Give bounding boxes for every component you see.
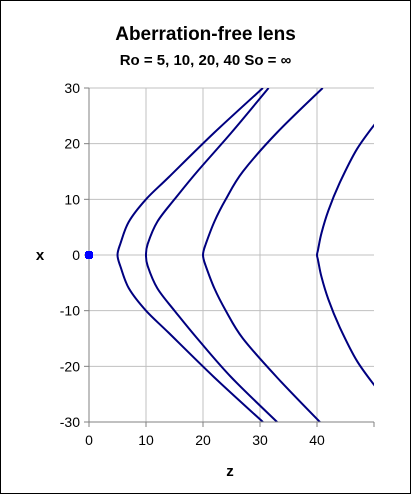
series-group	[116, 88, 374, 422]
y-tick-label: -30	[60, 414, 80, 430]
y-tick-label: 10	[64, 191, 80, 207]
x-tick-label: 20	[195, 432, 211, 448]
y-tick-label: -20	[60, 358, 80, 374]
x-tick-label: 30	[252, 432, 268, 448]
series-line-4	[315, 123, 374, 387]
x-axis-label: z	[226, 463, 234, 480]
y-tick-label: 0	[72, 247, 80, 263]
y-tick-label: -10	[60, 303, 80, 319]
chart-subtitle: Ro = 5, 10, 20, 40 So = ∞	[119, 52, 292, 69]
series-line-2	[144, 88, 278, 422]
x-tick-label: 40	[309, 432, 325, 448]
x-tick-label: 10	[138, 432, 154, 448]
y-axis-label: x	[36, 247, 45, 264]
grid	[89, 87, 374, 422]
source-point-marker-core	[86, 251, 92, 259]
axes: 30 20 10 0 -10 -20 -30 0 10 20 30 40	[60, 80, 375, 448]
x-tick-label: 0	[85, 432, 93, 448]
series-line-3	[201, 88, 324, 422]
y-tick-label: 30	[64, 80, 80, 96]
series-line-1	[116, 88, 264, 422]
y-tick-label: 20	[64, 136, 80, 152]
chart-title: Aberration-free lens	[115, 24, 296, 45]
